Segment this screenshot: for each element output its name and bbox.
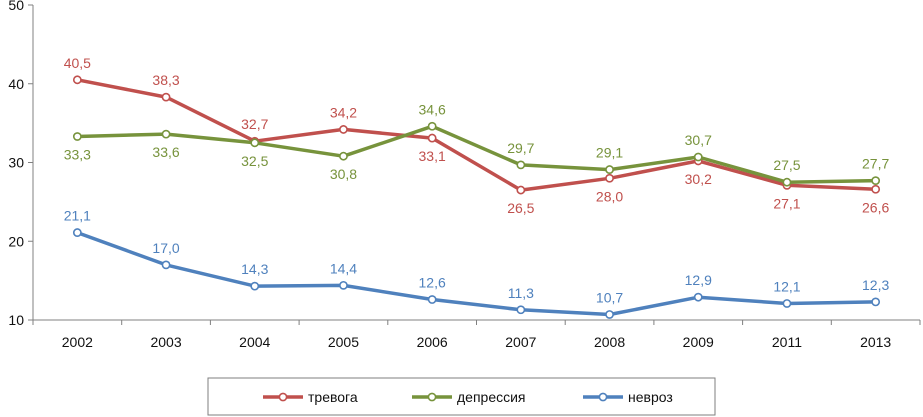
x-tick-label: 2011 [772,334,802,350]
data-label: 10,7 [596,289,623,305]
data-point [250,281,260,291]
legend-item-0: тревога [263,389,358,405]
data-point [782,177,792,187]
data-label: 27,5 [773,157,800,173]
x-tick-label: 2003 [150,334,181,350]
series-1: 33,3 33,6 32,5 30,8 34,6 29,7 29,1 30,7 27,5 27,7 [64,101,889,187]
data-label: 32,5 [241,153,268,169]
data-label: 27,7 [862,156,889,172]
data-point [161,260,171,270]
x-tick-label: 2008 [594,334,625,350]
data-label: 21,1 [64,208,91,224]
data-point [250,138,260,148]
data-point [339,125,348,134]
data-point [427,121,437,131]
data-label: 12,1 [773,278,800,294]
data-point [161,92,171,102]
data-label: 14,4 [330,260,357,276]
y-tick-label: 20 [8,233,24,249]
data-label: 38,3 [152,72,179,88]
data-point [516,305,526,315]
data-label: 30,7 [685,132,712,148]
legend-label: депрессия [457,389,526,405]
data-point [605,165,614,174]
x-tick-label: 2005 [328,334,359,350]
data-label: 33,1 [419,148,446,164]
x-tick-label: 2007 [505,334,536,350]
data-label: 29,7 [507,140,534,156]
data-point [161,129,171,139]
y-tick-label: 50 [8,0,24,13]
data-point [693,152,703,162]
x-tick-label: 2013 [860,334,891,350]
data-label: 27,1 [773,195,800,211]
y-tick-label: 40 [8,76,24,92]
data-point [516,185,526,195]
data-point [72,132,82,141]
legend-marker [427,392,437,402]
legend-label: невроз [628,389,673,405]
data-point [605,173,614,183]
data-point [427,295,437,304]
data-point [871,176,881,186]
legend-item-2: невроз [583,389,673,405]
data-point [339,151,348,161]
data-point [605,310,614,319]
legend-item-1: депрессия [412,389,526,405]
data-label: 33,6 [152,144,179,160]
data-label: 34,6 [419,101,446,117]
data-point [693,292,703,302]
data-label: 28,0 [596,188,623,204]
data-point [427,133,437,143]
data-point [72,228,82,237]
data-label: 14,3 [241,261,268,277]
series-line [75,78,878,192]
data-label: 12,6 [419,275,446,291]
data-label: 33,3 [64,147,91,163]
data-label: 34,2 [330,104,357,120]
x-tick-label: 2004 [239,334,270,350]
data-label: 11,3 [508,285,534,301]
data-point [516,160,526,170]
data-label: 17,0 [152,240,179,256]
data-label: 32,7 [241,116,268,132]
series-line [75,230,878,317]
data-label: 26,6 [862,199,889,215]
data-label: 30,2 [685,171,712,187]
data-label: 30,8 [330,166,357,182]
series-line [75,124,878,184]
data-point [339,280,348,290]
axes: 10 20 30 40 50 2002 2003 2004 2005 2006 2007 2008 20… [8,0,921,350]
data-point [871,184,881,194]
data-label: 12,3 [862,277,889,293]
series-0: 40,5 38,3 32,7 34,2 33,1 26,5 28,0 30,2 27,1 26,6 [64,55,890,216]
legend-marker [598,392,608,402]
data-label: 26,5 [507,200,534,216]
data-label: 40,5 [64,55,91,71]
data-point [72,75,82,85]
series-layer: 40,5 38,3 32,7 34,2 33,1 26,5 28,0 30,2 27,1 26,6… [64,55,890,319]
x-tick-label: 2009 [683,334,714,350]
y-tick-label: 10 [8,312,24,328]
legend-marker [278,392,288,402]
series-2: 21,1 17,0 14,3 14,4 12,6 11,3 10,7 12,9 12,1 12,3 [64,208,889,319]
legend-label: тревога [308,389,358,405]
data-point [782,299,792,308]
data-label: 12,9 [685,272,712,288]
legend: тревога депрессия невроз [207,377,716,416]
x-tick-label: 2006 [417,334,448,350]
data-label: 29,1 [596,145,623,161]
data-point [871,297,881,307]
y-tick-label: 30 [8,155,24,171]
x-tick-label: 2002 [62,334,93,350]
